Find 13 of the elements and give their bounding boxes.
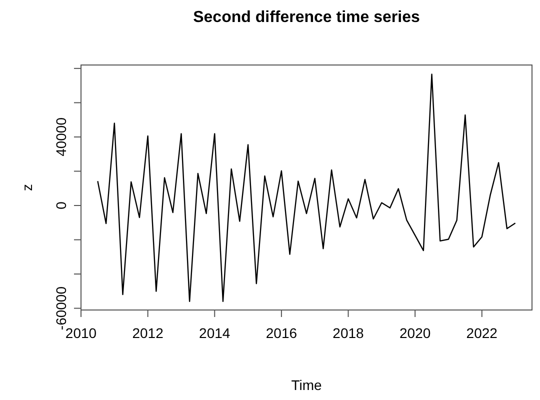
- x-axis-title: Time: [291, 377, 322, 393]
- x-tick-label: 2018: [332, 325, 364, 342]
- x-tick-label: 2022: [466, 325, 498, 342]
- y-tick-label: 40000: [52, 117, 69, 156]
- line-series: [97, 74, 516, 302]
- chart-title: Second difference time series: [193, 9, 420, 26]
- y-tick-label: 0: [52, 201, 69, 210]
- x-tick-label: 2020: [399, 325, 431, 342]
- x-tick-label: 2012: [132, 325, 164, 342]
- x-tick-label: 2016: [266, 325, 298, 342]
- x-tick-label: 2014: [199, 325, 230, 342]
- y-axis-title: z: [19, 184, 35, 191]
- x-tick-label: 2010: [65, 325, 97, 342]
